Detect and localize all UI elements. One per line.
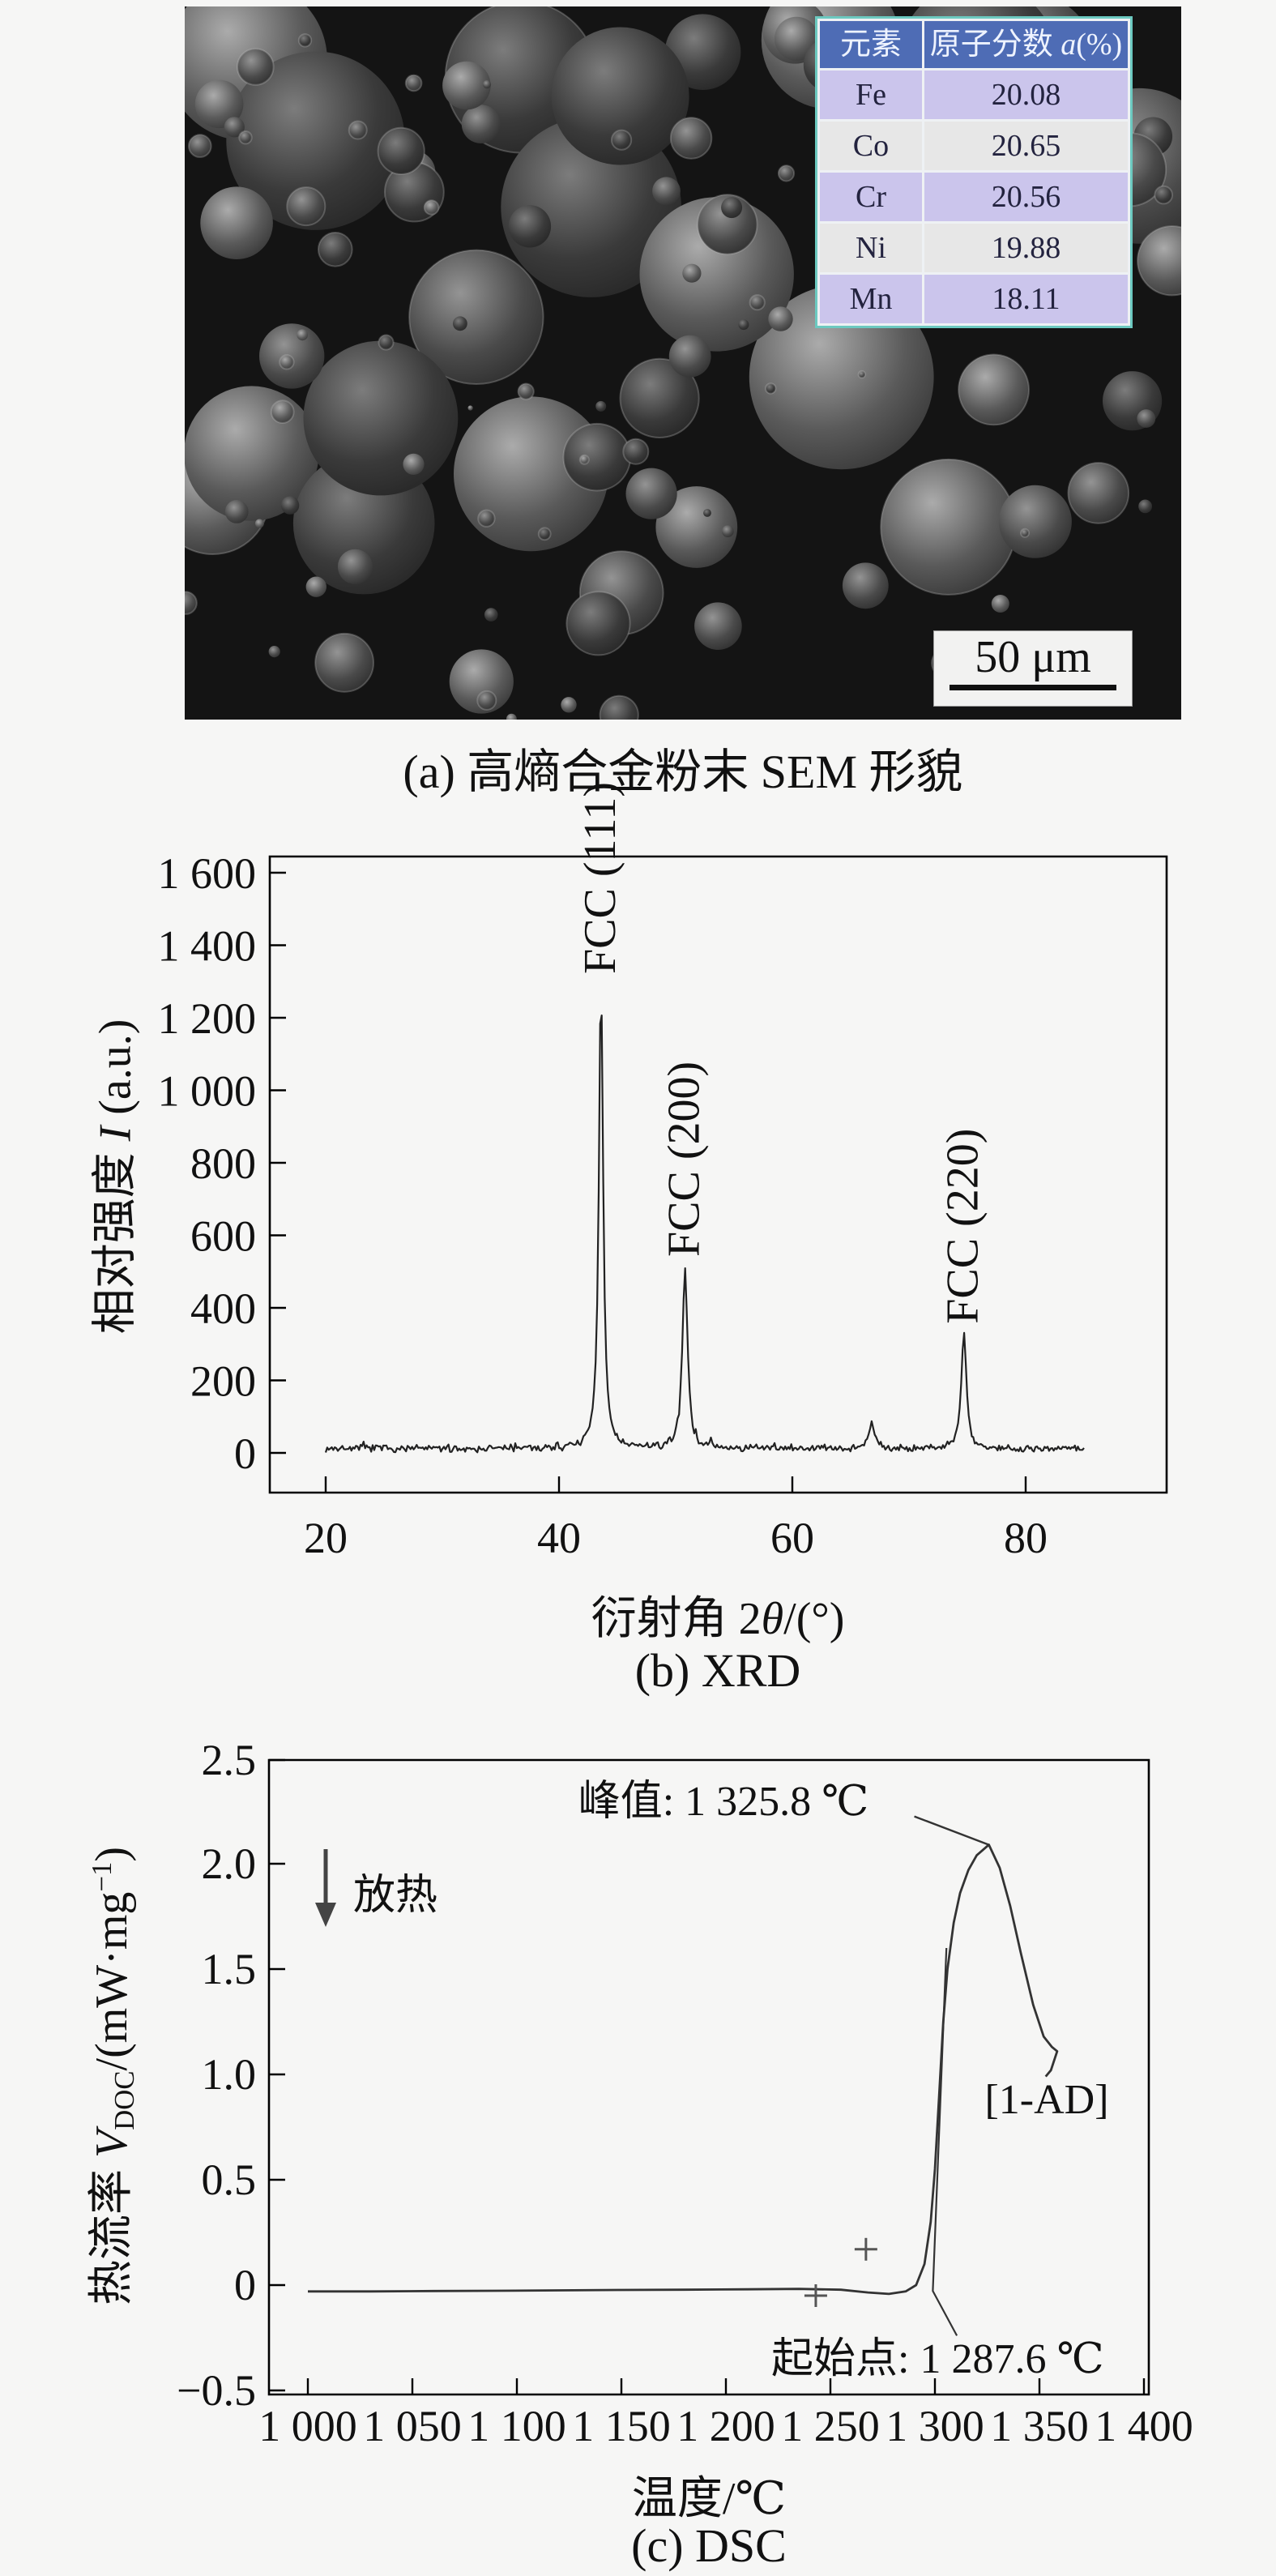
dsc-plus-marker [854, 2237, 877, 2261]
eds-element-cell: Mn [820, 275, 922, 323]
xrd-y-tick-label: 600 [190, 1212, 256, 1261]
dsc-x-axis-label: 温度/℃ [631, 2474, 787, 2524]
eds-table: 元素 原子分数 a(%) Fe 20.08 Co 20.65 Cr 20.56 Ni 19.8… [815, 16, 1133, 328]
dsc-y-tick-label: 1.0 [202, 2050, 257, 2099]
xrd-y-tick-label: 1 600 [158, 849, 257, 898]
xrd-y-tick-label: 1 200 [158, 994, 257, 1043]
dsc-y-axis-label: 热流率 VDOC/(mW·mg−1) [86, 1847, 140, 2305]
dsc-x-tick-label: 1 350 [990, 2402, 1089, 2450]
caption-panel-c: (c) DSC [631, 2519, 787, 2572]
xrd-y-tick-label: 200 [190, 1357, 256, 1406]
dsc-exo-arrow [315, 1849, 336, 1927]
xrd-y-tick-label: 1 000 [158, 1067, 257, 1116]
xrd-y-tick-label: 1 400 [158, 922, 257, 971]
dsc-x-tick-label: 1 100 [467, 2402, 566, 2450]
xrd-x-tick-label: 20 [304, 1514, 348, 1562]
dsc-onset-annotation: 起始点: 1 287.6 ℃ [771, 2336, 1104, 2382]
xrd-axis-box [268, 855, 1168, 1494]
dsc-y-tick-label: 0.5 [202, 2155, 257, 2204]
xrd-peak-label: FCC (220) [938, 1129, 988, 1324]
xrd-x-tick-label: 60 [770, 1514, 814, 1562]
eds-table-row: Co 20.65 [820, 122, 1128, 170]
eds-table-row: Fe 20.08 [820, 70, 1128, 119]
dsc-plus-marker [804, 2284, 827, 2307]
dsc-axis-box [267, 1758, 1150, 2396]
scale-bar-line [950, 684, 1116, 690]
xrd-x-tick-label: 80 [1004, 1514, 1048, 1562]
eds-element-cell: Co [820, 122, 922, 170]
dsc-y-tick-label: 0 [234, 2261, 256, 2309]
xrd-y-axis-label: 相对强度 I (a.u.) [90, 1019, 141, 1335]
dsc-peak-annotation: 峰值: 1 325.8 ℃ [578, 1779, 869, 1825]
caption-panel-b: (b) XRD [634, 1644, 801, 1697]
xrd-y-tick-label: 800 [190, 1139, 256, 1188]
caption-panel-a: (a) 高熵合金粉末 SEM 形貌 [403, 745, 963, 798]
dsc-chart: −0.5 0 0.5 1.0 1.5 2.0 2.5 1 000 1 050 1 100 1 150… [177, 1736, 1193, 2450]
eds-header-element: 元素 [820, 21, 922, 68]
eds-element-cell: Ni [820, 224, 922, 272]
dsc-y-tick-label: −0.5 [177, 2366, 256, 2415]
dsc-x-tick-label: 1 000 [258, 2402, 357, 2450]
xrd-peak-label: FCC (111) [575, 782, 625, 974]
dsc-peak-leader-line [914, 1815, 989, 1846]
eds-fraction-cell: 18.11 [924, 275, 1128, 323]
dsc-x-tick-label: 1 050 [363, 2402, 462, 2450]
eds-element-cell: Cr [820, 173, 922, 221]
dsc-y-tick-label: 2.5 [202, 1736, 257, 1784]
eds-table-row: Cr 20.56 [820, 173, 1128, 221]
dsc-y-tick-label: 2.0 [202, 1839, 257, 1888]
dsc-x-tick-label: 1 150 [572, 2402, 671, 2450]
xrd-x-tick-label: 40 [537, 1514, 581, 1562]
eds-fraction-cell: 20.56 [924, 173, 1128, 221]
xrd-chart: 0 200 400 600 800 1 000 1 200 1 400 1 600 20 40 60 8… [158, 782, 1168, 1562]
dsc-y-tick-label: 1.5 [202, 1945, 257, 1993]
sem-image: 元素 原子分数 a(%) Fe 20.08 Co 20.65 Cr 20.56 Ni 19.8… [185, 6, 1181, 720]
xrd-y-tick-label: 400 [190, 1284, 256, 1333]
eds-table-row: Ni 19.88 [820, 224, 1128, 272]
eds-header-row: 元素 原子分数 a(%) [820, 21, 1128, 68]
dsc-curve [308, 1843, 1059, 2296]
xrd-peak-label: FCC (200) [659, 1062, 710, 1257]
scale-bar: 50 μm [933, 630, 1133, 707]
dsc-exo-label: 放热 [353, 1873, 437, 1919]
eds-table-row: Mn 18.11 [820, 275, 1128, 323]
xrd-y-tick-label: 0 [234, 1429, 256, 1478]
scale-bar-label: 50 μm [975, 632, 1091, 682]
xrd-trace [324, 1014, 1085, 1454]
dsc-series-annotation: [1-AD] [984, 2077, 1108, 2123]
eds-fraction-cell: 19.88 [924, 224, 1128, 272]
dsc-x-tick-label: 1 300 [886, 2402, 984, 2450]
dsc-x-tick-label: 1 200 [676, 2402, 775, 2450]
dsc-x-tick-label: 1 400 [1095, 2402, 1193, 2450]
eds-header-fraction: 原子分数 a(%) [924, 21, 1128, 68]
dsc-tangent-line [932, 1947, 958, 2336]
eds-fraction-cell: 20.08 [924, 70, 1128, 119]
eds-element-cell: Fe [820, 70, 922, 119]
eds-fraction-cell: 20.65 [924, 122, 1128, 170]
dsc-x-tick-label: 1 250 [781, 2402, 880, 2450]
xrd-x-axis-label: 衍射角 2θ/(°) [591, 1594, 845, 1644]
